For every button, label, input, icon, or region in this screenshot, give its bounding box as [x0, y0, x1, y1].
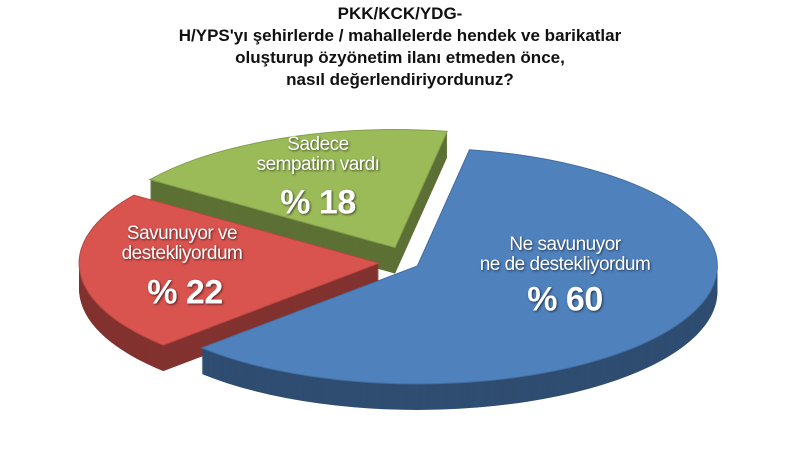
value-label: % 60 — [527, 280, 603, 319]
slice-label: Sadece sempatim vardı — [256, 134, 380, 175]
value-label: % 18 — [280, 183, 356, 222]
value-label: % 22 — [147, 273, 223, 312]
chart-title: PKK/KCK/YDG- — [337, 4, 463, 23]
chart-title: nasıl değerlendiriyordunuz? — [286, 70, 514, 89]
slice-label: Ne savunuyor ne de destekliyordum — [479, 234, 651, 275]
chart-title: oluşturup özyönetim ilanı etmeden önce, — [235, 48, 565, 67]
chart-title: H/YPS'yı şehirlerde / mahallelerde hende… — [178, 26, 622, 45]
slice — [148, 129, 448, 249]
slice — [78, 194, 381, 346]
slice — [200, 149, 718, 385]
slice-label: Savunuyor ve destekliyordum — [121, 223, 243, 264]
